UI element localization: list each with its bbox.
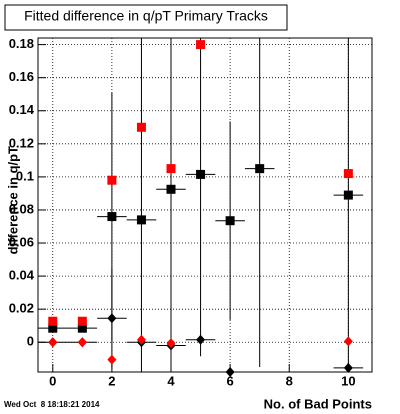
y-tick-label: 0.18	[9, 36, 34, 51]
marker-square	[136, 122, 146, 132]
marker-diamond	[107, 313, 117, 324]
marker-square	[136, 215, 146, 225]
y-tick-label: 0.06	[9, 234, 34, 249]
y-tick-label: 0.08	[9, 201, 34, 216]
y-tick-label: 0.12	[9, 135, 34, 150]
x-tick-label: 6	[227, 373, 234, 388]
marker-diamond	[77, 337, 87, 348]
marker-diamond	[107, 354, 117, 365]
x-tick-label: 2	[108, 373, 115, 388]
marker-diamond	[196, 334, 206, 345]
x-tick-label: 0	[49, 373, 56, 388]
marker-square	[225, 216, 235, 226]
y-tick-label: 0.02	[9, 301, 34, 316]
marker-diamond	[225, 367, 235, 377]
timestamp: Wed Oct 8 18:18:21 2014	[4, 400, 100, 409]
marker-square	[107, 175, 117, 185]
plot-area: 0 0.02 0.04 0.06 0.08 0.1 0.12 0.14 0.16 0.18 0 2 4 6…	[9, 36, 372, 388]
marker-diamond	[343, 362, 353, 373]
x-tick-label: 4	[167, 373, 175, 388]
marker-square	[107, 212, 117, 222]
marker-square	[166, 184, 176, 194]
y-tick-label: 0	[27, 334, 34, 349]
marker-diamond	[136, 334, 146, 345]
marker-diamond	[166, 338, 176, 349]
y-axis-label: difference in q/pT	[5, 146, 20, 254]
marker-square	[48, 316, 58, 326]
y-tick-label: 0.14	[9, 102, 35, 117]
marker-square	[255, 164, 265, 174]
y-tick-label: 0.04	[9, 268, 35, 283]
marker-square	[48, 323, 58, 333]
marker-diamond	[343, 336, 353, 347]
marker-square	[196, 40, 206, 50]
x-tick-label: 10	[341, 373, 355, 388]
marker-diamond	[48, 337, 58, 348]
marker-square	[77, 316, 87, 326]
frame	[37, 37, 373, 373]
y-tick-label: 0.16	[9, 69, 34, 84]
marker-square	[166, 164, 176, 174]
x-axis-label: No. of Bad Points	[264, 396, 372, 411]
x-tick-label: 8	[286, 373, 293, 388]
y-tick-label: 0.1	[16, 168, 34, 183]
chart-title: Fitted difference in q/pT Primary Tracks	[24, 8, 268, 24]
marker-square	[77, 323, 87, 333]
marker-square	[343, 169, 353, 179]
marker-square	[196, 169, 206, 179]
title-box	[4, 4, 288, 31]
marker-square	[343, 190, 353, 200]
